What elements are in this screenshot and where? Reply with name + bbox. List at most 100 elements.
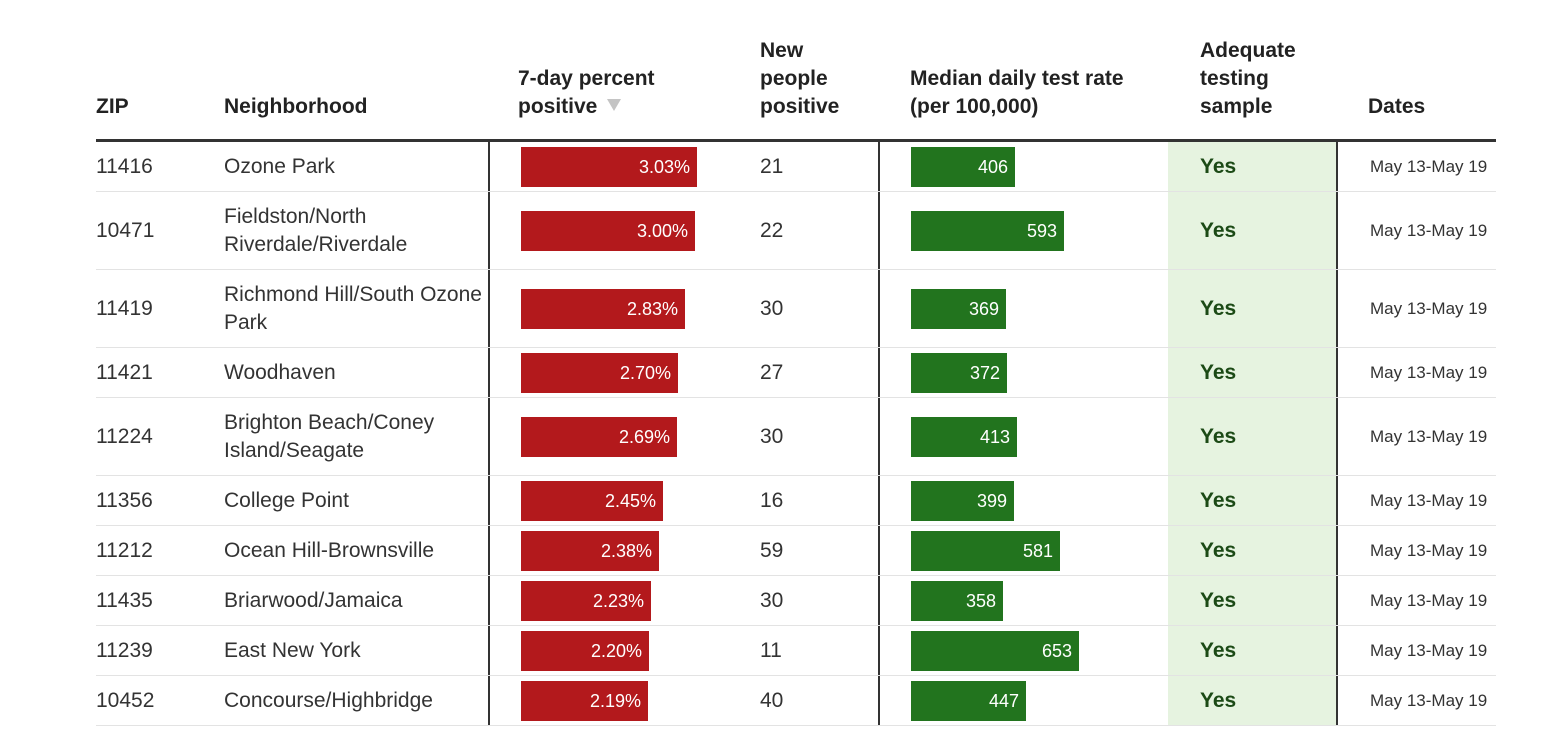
adequate-value: Yes <box>1200 588 1237 612</box>
test-rate-value: 358 <box>965 590 996 611</box>
new-positive-value: 21 <box>760 154 784 178</box>
table-row: 11239 East New York 2.20% 11 653 Yes May 13-Ma… <box>96 626 1496 676</box>
adequate-value: Yes <box>1200 154 1237 178</box>
new-positive-cell: 11 <box>760 626 870 675</box>
header-new-positive[interactable]: New people positive <box>760 39 840 118</box>
test-rate-bar: 413 <box>911 416 1017 457</box>
dates-value: May 13-May 19 <box>1370 426 1488 446</box>
zip-cell: 11212 <box>96 526 216 575</box>
zip-cell: 10452 <box>96 676 216 725</box>
neighborhood-value: Brighton Beach/Coney Island/Seagate <box>224 410 435 462</box>
new-positive-cell: 30 <box>760 576 870 625</box>
neighborhood-value: Woodhaven <box>224 360 336 384</box>
pct-positive-cell: 2.69% <box>488 398 882 475</box>
new-positive-value: 27 <box>760 360 784 384</box>
pct-positive-value: 3.03% <box>638 156 690 177</box>
dates-cell: May 13-May 19 <box>1370 526 1500 575</box>
adequate-value: Yes <box>1200 638 1237 662</box>
new-positive-value: 22 <box>760 218 784 242</box>
sort-desc-icon[interactable] <box>607 99 622 111</box>
adequate-value: Yes <box>1200 296 1237 320</box>
pct-positive-bar: 2.70% <box>521 352 678 393</box>
adequate-cell: Yes <box>1168 192 1338 269</box>
table-row: 11416 Ozone Park 3.03% 21 406 Yes May 13-May 1… <box>96 142 1496 192</box>
header-neighborhood[interactable]: Neighborhood <box>224 95 368 118</box>
dates-cell: May 13-May 19 <box>1370 576 1500 625</box>
new-positive-cell: 59 <box>760 526 870 575</box>
pct-positive-value: 2.20% <box>590 640 642 661</box>
adequate-value: Yes <box>1200 488 1237 512</box>
adequate-cell: Yes <box>1168 676 1338 725</box>
new-positive-value: 30 <box>760 588 784 612</box>
zip-value: 10471 <box>96 218 155 242</box>
new-positive-value: 30 <box>760 424 784 448</box>
zip-value: 11435 <box>96 588 153 612</box>
new-positive-cell: 22 <box>760 192 870 269</box>
pct-positive-bar: 2.69% <box>521 416 677 457</box>
test-rate-cell: 413 <box>878 398 1170 475</box>
pct-positive-cell: 2.20% <box>488 626 882 675</box>
zip-cell: 11421 <box>96 348 216 397</box>
dates-value: May 13-May 19 <box>1370 156 1488 176</box>
new-positive-cell: 30 <box>760 270 870 347</box>
zip-value: 11212 <box>96 538 153 562</box>
pct-positive-bar: 2.23% <box>521 580 651 621</box>
zip-cell: 11435 <box>96 576 216 625</box>
pct-positive-value: 2.69% <box>618 426 670 447</box>
zip-value: 11421 <box>96 360 153 384</box>
adequate-cell: Yes <box>1168 626 1338 675</box>
zip-value: 11356 <box>96 488 153 512</box>
adequate-cell: Yes <box>1168 142 1338 191</box>
table-row: 10452 Concourse/Highbridge 2.19% 40 447 Yes Ma… <box>96 676 1496 726</box>
pct-positive-bar: 2.38% <box>521 530 659 571</box>
pct-positive-bar: 2.20% <box>521 630 649 671</box>
test-rate-bar: 593 <box>911 210 1064 251</box>
header-adequate[interactable]: Adequate testing sample <box>1200 39 1296 118</box>
dates-value: May 13-May 19 <box>1370 640 1488 660</box>
table-row: 10471 Fieldston/North Riverdale/Riverdale… <box>96 192 1496 270</box>
pct-positive-value: 2.23% <box>592 590 644 611</box>
zip-value: 11224 <box>96 424 153 448</box>
adequate-cell: Yes <box>1168 526 1338 575</box>
new-positive-cell: 21 <box>760 142 870 191</box>
zip-cell: 11416 <box>96 142 216 191</box>
test-rate-bar: 358 <box>911 580 1003 621</box>
header-zip[interactable]: ZIP <box>96 95 129 118</box>
test-rate-cell: 369 <box>878 270 1170 347</box>
test-rate-value: 581 <box>1022 540 1053 561</box>
neighborhood-value: College Point <box>224 488 349 512</box>
neighborhood-cell: East New York <box>224 626 484 675</box>
dates-cell: May 13-May 19 <box>1370 476 1500 525</box>
test-rate-value: 653 <box>1041 640 1072 661</box>
adequate-value: Yes <box>1200 218 1237 242</box>
neighborhood-value: East New York <box>224 638 361 662</box>
pct-positive-bar: 3.00% <box>521 210 695 251</box>
pct-positive-value: 3.00% <box>636 220 688 241</box>
new-positive-cell: 40 <box>760 676 870 725</box>
header-dates[interactable]: Dates <box>1368 95 1426 118</box>
header-pct-positive[interactable]: 7-day percent positive <box>518 65 718 121</box>
zip-cell: 11356 <box>96 476 216 525</box>
dates-value: May 13-May 19 <box>1370 220 1488 240</box>
dates-cell: May 13-May 19 <box>1370 398 1500 475</box>
new-positive-cell: 16 <box>760 476 870 525</box>
test-rate-cell: 447 <box>878 676 1170 725</box>
dates-cell: May 13-May 19 <box>1370 192 1500 269</box>
pct-positive-value: 2.70% <box>619 362 671 383</box>
pct-positive-cell: 3.00% <box>488 192 882 269</box>
test-rate-cell: 399 <box>878 476 1170 525</box>
header-pct-positive-label: 7-day percent positive <box>518 67 655 118</box>
new-positive-cell: 27 <box>760 348 870 397</box>
test-rate-cell: 581 <box>878 526 1170 575</box>
table-row: 11356 College Point 2.45% 16 399 Yes May 13-Ma… <box>96 476 1496 526</box>
new-positive-value: 30 <box>760 296 784 320</box>
test-rate-cell: 593 <box>878 192 1170 269</box>
test-rate-bar: 653 <box>911 630 1079 671</box>
zip-value: 10452 <box>96 688 155 712</box>
neighborhood-cell: Woodhaven <box>224 348 484 397</box>
neighborhood-value: Richmond Hill/South Ozone Park <box>224 282 482 334</box>
header-test-rate[interactable]: Median daily test rate (per 100,000) <box>910 67 1124 118</box>
test-rate-value: 369 <box>968 298 999 319</box>
pct-positive-cell: 2.38% <box>488 526 882 575</box>
dates-cell: May 13-May 19 <box>1370 142 1500 191</box>
